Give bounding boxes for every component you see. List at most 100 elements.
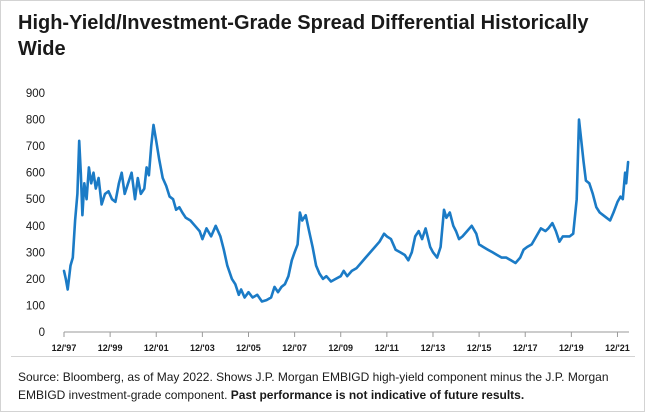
data-point (219, 235, 221, 237)
data-point (583, 161, 585, 163)
y-tick-label: 900 (26, 88, 45, 100)
x-tick-label: 12/'17 (513, 343, 538, 353)
x-tick-label: 12/'15 (467, 343, 492, 353)
data-point (588, 182, 590, 184)
data-point (78, 140, 80, 142)
y-tick-label: 100 (26, 300, 45, 312)
data-point (335, 278, 337, 280)
data-point (627, 161, 629, 163)
data-point (308, 230, 310, 232)
x-tick-label: 12/'01 (144, 343, 169, 353)
data-point (558, 241, 561, 243)
x-tick-label: 12/'97 (52, 343, 77, 353)
data-point (247, 291, 250, 293)
data-point (280, 286, 283, 288)
data-point (261, 300, 263, 303)
data-point (535, 235, 537, 237)
data-point (148, 174, 150, 176)
data-point (189, 219, 191, 222)
data-point (526, 246, 528, 248)
data-point (63, 270, 65, 272)
data-point (175, 209, 177, 211)
data-point (510, 259, 512, 261)
data-point (449, 211, 451, 214)
data-point (340, 275, 342, 277)
data-point (624, 172, 626, 174)
data-point (452, 225, 454, 227)
data-point (414, 235, 416, 237)
data-point (74, 219, 76, 222)
data-point (172, 198, 174, 200)
data-point (595, 206, 597, 208)
data-point (544, 230, 547, 232)
data-point (609, 219, 611, 222)
data-point (466, 230, 468, 232)
series-layer (62, 118, 630, 303)
data-point (432, 251, 434, 253)
data-point (523, 249, 525, 251)
x-tick-label: 12/'19 (559, 343, 584, 353)
data-point (458, 238, 460, 240)
data-point (399, 251, 401, 253)
data-point (599, 211, 601, 214)
data-point (92, 172, 95, 174)
data-point (291, 259, 293, 261)
data-point (162, 177, 164, 179)
data-point (178, 206, 180, 208)
y-tick-label: 400 (26, 221, 45, 233)
data-point (312, 246, 314, 248)
data-point (440, 246, 442, 248)
data-point (118, 182, 120, 184)
data-point (294, 251, 296, 253)
source-note: Source: Bloomberg, as of May 2022. Shows… (18, 368, 630, 404)
data-point (487, 249, 489, 251)
data-point (252, 296, 254, 299)
data-point (127, 182, 129, 184)
y-tick-label: 200 (26, 274, 45, 286)
series-line (62, 118, 630, 303)
y-tick-label: 700 (26, 141, 45, 153)
data-point (194, 225, 196, 227)
data-point (547, 227, 549, 229)
data-point (625, 182, 627, 184)
data-point (555, 230, 557, 232)
data-point (152, 124, 155, 126)
data-point (602, 214, 604, 216)
data-point (140, 193, 142, 195)
data-point (478, 243, 480, 245)
data-point (355, 267, 357, 269)
data-point (69, 265, 72, 267)
data-point (491, 251, 494, 253)
data-point (158, 158, 160, 160)
data-point (114, 201, 116, 203)
data-point (421, 238, 423, 240)
data-point (475, 233, 477, 235)
data-point (205, 227, 208, 229)
data-point (411, 251, 413, 253)
data-point (482, 246, 484, 248)
data-point (395, 249, 397, 251)
data-point (436, 257, 438, 259)
data-point (265, 299, 268, 301)
data-point (619, 196, 622, 198)
data-point (86, 198, 88, 200)
data-point (404, 254, 406, 256)
data-point (305, 214, 307, 216)
data-point (83, 182, 85, 184)
data-point (445, 217, 447, 219)
data-point (104, 193, 106, 195)
data-point (238, 294, 240, 296)
x-tick-label: 12/'07 (282, 343, 307, 353)
data-point (578, 119, 580, 121)
data-point (315, 265, 317, 267)
data-point (585, 180, 587, 182)
data-point (137, 177, 139, 179)
data-point (369, 251, 371, 253)
data-point (143, 188, 145, 190)
data-point (505, 257, 507, 259)
data-point (418, 230, 420, 232)
data-point (234, 283, 236, 285)
data-point (343, 270, 345, 272)
data-point (240, 288, 242, 291)
